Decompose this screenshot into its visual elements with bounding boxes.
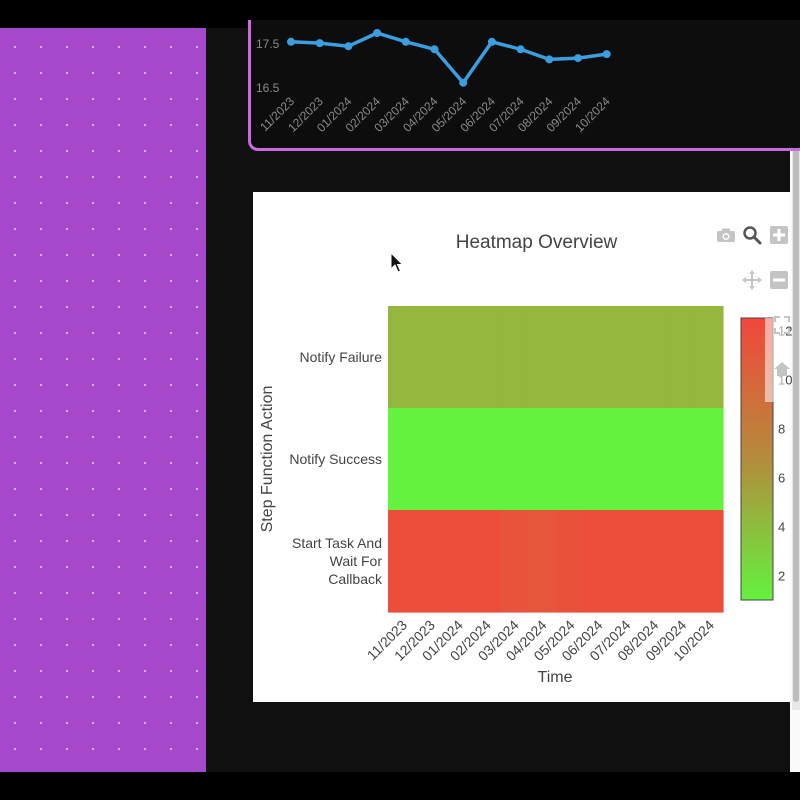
colorbar-tick-label: 6 — [778, 470, 785, 485]
pan-icon[interactable] — [742, 270, 762, 290]
heatmap-cell — [471, 510, 501, 613]
heatmap-cell — [443, 510, 473, 613]
line-series — [290, 31, 607, 85]
heatmap-chart: 11/202312/202301/202402/202403/202404/20… — [364, 306, 792, 664]
line-point — [401, 37, 410, 46]
line-point — [315, 39, 324, 48]
line-point — [602, 50, 611, 59]
heatmap-cell — [471, 408, 501, 511]
line-y-tick-label: 16.5 — [256, 81, 280, 95]
heatmap-cell — [471, 306, 501, 409]
heatmap-cell — [639, 306, 668, 409]
y-label-line: Notify Success — [289, 451, 382, 467]
heatmap-cell — [583, 306, 612, 409]
heatmap-cell — [611, 306, 640, 409]
home-icon[interactable] — [774, 362, 790, 376]
heatmap-cell — [388, 408, 417, 511]
line-chart: 17.516.511/202312/202301/202402/202403/2… — [256, 29, 613, 135]
heatmap-cell — [527, 408, 557, 511]
heatmap-cell — [555, 408, 585, 511]
line-point — [344, 42, 353, 51]
zoom-in-icon[interactable] — [770, 226, 788, 244]
heatmap-cell — [527, 510, 557, 613]
heatmap-cell — [555, 306, 585, 409]
line-chart-card — [248, 20, 800, 151]
heatmap-cell — [667, 306, 696, 409]
colorbar-tick-label: 4 — [778, 519, 785, 534]
purple-sidebar-panel — [0, 28, 206, 772]
line-y-tick-label: 17.5 — [256, 37, 280, 51]
camera-icon[interactable] — [716, 227, 736, 243]
modebar-overlay — [765, 318, 785, 402]
heatmap-cell — [527, 306, 557, 409]
heatmap-cell — [639, 510, 668, 613]
y-label-line: Callback — [328, 571, 382, 587]
heatmap-cell — [667, 510, 696, 613]
zoom-out-icon[interactable] — [770, 271, 788, 289]
heatmap-cell — [499, 510, 529, 613]
heatmap-cell — [499, 408, 529, 511]
heatmap-y-tick-label: Notify Success — [270, 450, 382, 468]
line-point — [574, 54, 582, 63]
heatmap-cell — [639, 408, 668, 511]
heatmap-cell — [415, 408, 445, 511]
heatmap-cell — [388, 510, 417, 613]
heatmap-cell — [415, 306, 445, 409]
line-point — [287, 37, 295, 46]
line-point — [459, 78, 468, 87]
heatmap-y-axis-title: Step Function Action — [259, 385, 276, 533]
colorbar-tick-label: 8 — [778, 421, 785, 436]
heatmap-cell — [499, 306, 529, 409]
heatmap-cell — [695, 510, 724, 613]
mouse-cursor-icon — [390, 252, 404, 273]
colorbar-tick-label: 2 — [778, 568, 785, 583]
scrollbar-thumb[interactable] — [793, 62, 799, 702]
heatmap-cell — [443, 408, 473, 511]
heatmap-cell — [443, 306, 473, 409]
line-point — [373, 29, 382, 37]
line-point — [430, 45, 439, 54]
heatmap-cell — [695, 306, 724, 409]
heatmap-cell — [555, 510, 585, 613]
y-label-line: Start Task And — [291, 535, 382, 551]
line-point — [545, 55, 554, 64]
line-point — [487, 37, 496, 46]
heatmap-y-tick-label: Start Task And Wait For Callback — [270, 534, 382, 588]
heatmap-x-axis-title: Time — [537, 669, 573, 686]
heatmap-cell — [611, 408, 640, 511]
y-label-line: Wait For — [329, 553, 382, 569]
heatmap-cell — [667, 408, 696, 511]
heatmap-cell — [695, 408, 724, 511]
heatmap-y-tick-label: Notify Failure — [270, 348, 382, 366]
heatmap-cell — [388, 306, 417, 409]
heatmap-cell — [583, 408, 612, 511]
heatmap-cell — [415, 510, 445, 613]
heatmap-title: Heatmap Overview — [455, 232, 618, 253]
zoom-icon[interactable] — [742, 225, 762, 245]
bottom-bar — [0, 772, 800, 800]
y-label-line: Notify Failure — [299, 349, 382, 365]
heatmap-cell — [611, 510, 640, 613]
autoscale-icon[interactable] — [774, 316, 790, 334]
heatmap-cell — [583, 510, 612, 613]
line-point — [516, 45, 525, 54]
